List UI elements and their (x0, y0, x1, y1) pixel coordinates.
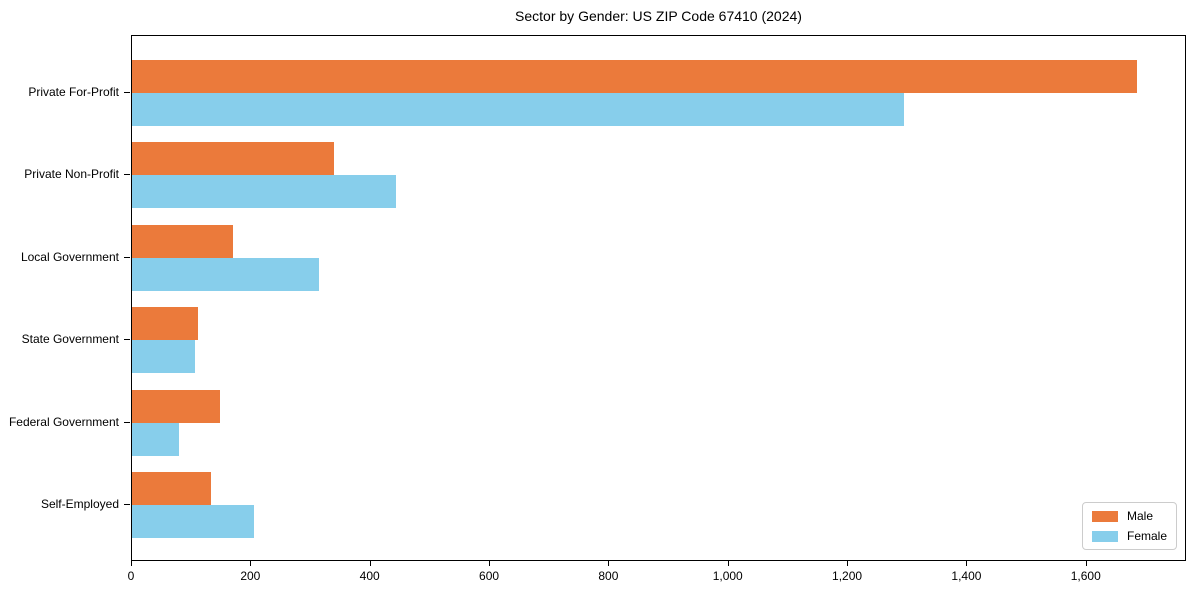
bar-female-private-non-profit (132, 175, 396, 209)
bar-female-state-government (132, 340, 195, 374)
x-tick-mark (250, 561, 251, 566)
legend: Male Female (1081, 502, 1177, 550)
x-tick-label: 1,400 (951, 569, 982, 583)
bar-male-private-non-profit (132, 142, 334, 176)
y-tick-label: Local Government (20, 249, 119, 264)
legend-label: Male (1126, 509, 1153, 523)
bar-female-local-government (132, 257, 320, 291)
y-tick-label: Private Non-Profit (24, 167, 119, 182)
legend-item-female: Female (1091, 529, 1167, 543)
bar-male-state-government (132, 307, 198, 341)
x-tick-mark (1086, 561, 1087, 566)
bar-male-self-employed (132, 472, 212, 506)
x-tick-mark (370, 561, 371, 566)
bar-male-federal-government (132, 389, 221, 423)
y-tick-mark (124, 504, 130, 505)
bar-female-private-for-profit (132, 92, 905, 126)
x-tick-label: 1,200 (832, 569, 863, 583)
x-tick-label: 200 (240, 569, 261, 583)
bar-female-federal-government (132, 422, 180, 456)
legend-item-male: Male (1091, 509, 1167, 523)
y-tick-mark (124, 92, 130, 93)
x-tick-label: 400 (359, 569, 380, 583)
y-tick-label: Self-Employed (40, 497, 119, 512)
y-tick-mark (124, 422, 130, 423)
x-tick-label: 0 (127, 569, 135, 583)
legend-label: Female (1126, 529, 1167, 543)
y-tick-label: State Government (21, 332, 119, 347)
y-tick-mark (124, 339, 130, 340)
x-tick-label: 1,000 (712, 569, 743, 583)
bar-male-private-for-profit (132, 59, 1137, 93)
x-tick-mark (131, 561, 132, 566)
x-tick-label: 1,600 (1070, 569, 1101, 583)
x-tick-label: 600 (479, 569, 500, 583)
y-tick-label: Private For-Profit (28, 84, 119, 99)
bar-male-local-government (132, 224, 234, 258)
x-tick-mark (966, 561, 967, 566)
x-tick-mark (489, 561, 490, 566)
chart-title: Sector by Gender: US ZIP Code 67410 (202… (515, 8, 802, 24)
y-tick-mark (124, 257, 130, 258)
y-tick-mark (124, 174, 130, 175)
x-tick-mark (728, 561, 729, 566)
x-tick-label: 800 (598, 569, 619, 583)
x-tick-mark (847, 561, 848, 566)
legend-swatch-female (1091, 530, 1118, 542)
plot-area: Male Female (131, 35, 1186, 561)
bar-female-self-employed (132, 505, 254, 539)
x-tick-mark (608, 561, 609, 566)
y-tick-label: Federal Government (8, 414, 119, 429)
legend-swatch-male (1091, 510, 1118, 522)
